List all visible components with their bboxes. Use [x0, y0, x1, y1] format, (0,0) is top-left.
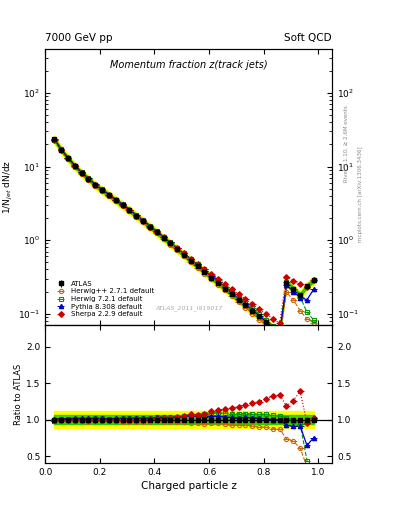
Text: Momentum fraction z(track jets): Momentum fraction z(track jets) [110, 60, 268, 70]
Text: Soft QCD: Soft QCD [285, 33, 332, 43]
Text: mcplots.cern.ch [arXiv:1306.3436]: mcplots.cern.ch [arXiv:1306.3436] [358, 147, 363, 242]
Text: 7000 GeV pp: 7000 GeV pp [45, 33, 113, 43]
Text: Rivet 3.1.10, ≥ 2.6M events: Rivet 3.1.10, ≥ 2.6M events [344, 105, 349, 182]
X-axis label: Charged particle z: Charged particle z [141, 481, 237, 492]
Text: ATLAS_2011_I919017: ATLAS_2011_I919017 [155, 306, 222, 311]
Y-axis label: 1/N$_{jet}$ dN/dz: 1/N$_{jet}$ dN/dz [2, 160, 15, 214]
Y-axis label: Ratio to ATLAS: Ratio to ATLAS [14, 364, 23, 425]
Legend: ATLAS, Herwig++ 2.7.1 default, Herwig 7.2.1 default, Pythia 8.308 default, Sherp: ATLAS, Herwig++ 2.7.1 default, Herwig 7.… [51, 279, 156, 319]
